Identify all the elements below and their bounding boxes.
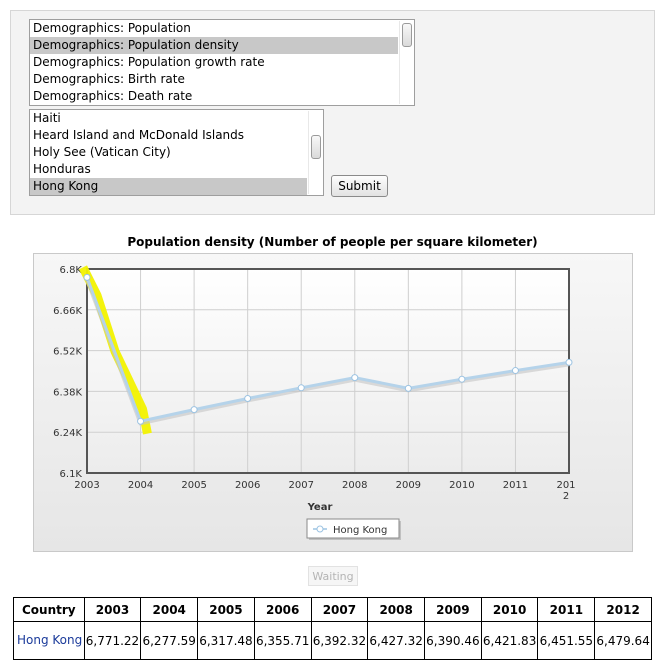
country-option[interactable]: Holy See (Vatican City)	[33, 145, 171, 159]
waiting-button: Waiting	[308, 566, 358, 586]
data-table: Country 2003 2004 2005 2006 2007 2008 2009 2010 2…	[13, 597, 652, 660]
x-axis-label: Year	[307, 502, 333, 513]
value-cell: 6,317.48	[197, 621, 255, 660]
value-cell: 6,390.46	[424, 621, 482, 660]
year-column-header: 2006	[253, 597, 312, 622]
indicator-listbox[interactable]: Demographics: Population Demographics: Po…	[29, 19, 415, 106]
data-point	[404, 384, 412, 392]
value-cell: 6,451.55	[537, 621, 596, 660]
x-tick-label: 2004	[128, 480, 153, 491]
legend-label: Hong Kong	[333, 525, 387, 536]
plot-border	[86, 268, 570, 474]
submit-button[interactable]: Submit	[331, 175, 388, 197]
series-shadow	[85, 278, 570, 426]
country-option[interactable]: Heard Island and McDonald Islands	[33, 128, 245, 142]
data-point	[458, 375, 466, 383]
indicator-option[interactable]: Demographics: Population	[33, 21, 191, 35]
x-tick-label: 2009	[396, 480, 421, 491]
y-tick-label: 6.24K	[53, 428, 82, 439]
plot-area	[87, 269, 569, 473]
year-column-header: 2008	[367, 597, 426, 622]
year-column-header: 2010	[480, 597, 539, 622]
x-tick-label: 2006	[235, 480, 260, 491]
data-point	[297, 384, 305, 392]
series-line	[85, 276, 570, 423]
value-cell: 6,771.22	[83, 621, 142, 660]
value-cell: 6,427.32	[367, 621, 426, 660]
year-column-header: 2009	[424, 597, 482, 622]
indicator-option[interactable]: Demographics: Population density	[30, 37, 398, 54]
y-tick-label: 6.52K	[53, 347, 82, 358]
value-cell: 6,355.71	[253, 621, 312, 660]
country-option[interactable]: Honduras	[33, 162, 91, 176]
country-scrollbar[interactable]	[308, 111, 322, 194]
indicator-options: Demographics: Population Demographics: Po…	[30, 20, 414, 105]
value-cell: 6,277.59	[140, 621, 199, 660]
indicator-option[interactable]: Demographics: Population growth rate	[33, 55, 265, 69]
country-cell[interactable]: Hong Kong	[13, 621, 85, 660]
indicator-scroll-thumb[interactable]	[402, 23, 412, 47]
x-tick-label: 201	[556, 480, 575, 491]
x-tick-label-wrap: 2	[563, 491, 569, 502]
chart-title: Population density (Number of people per…	[127, 235, 538, 249]
value-cell: 6,392.32	[310, 621, 369, 660]
table-row: Hong Kong 6,771.22 6,277.59 6,317.48 6,355.7…	[13, 621, 652, 660]
x-tick-label: 2010	[449, 480, 474, 491]
year-column-header: 2005	[197, 597, 255, 622]
country-listbox[interactable]: Haiti Heard Island and McDonald Islands Ho…	[29, 109, 324, 196]
y-tick-label: 6.66K	[53, 306, 82, 317]
indicator-option[interactable]: Demographics: Birth rate	[33, 72, 185, 86]
data-point	[351, 374, 359, 382]
legend-box	[306, 518, 400, 539]
country-option[interactable]: Haiti	[33, 111, 61, 125]
table-header-row: Country 2003 2004 2005 2006 2007 2008 2009 2010 2…	[13, 597, 652, 622]
year-column-header: 2003	[83, 597, 142, 622]
country-option[interactable]: Hong Kong	[30, 178, 307, 195]
data-point	[190, 406, 198, 414]
year-column-header: 2007	[310, 597, 369, 622]
data-point	[244, 394, 252, 402]
x-tick-label: 2011	[503, 480, 528, 491]
year-column-header: 2011	[537, 597, 596, 622]
year-column-header: 2012	[594, 597, 652, 622]
year-column-header: 2004	[140, 597, 199, 622]
data-point	[565, 358, 573, 366]
x-tick-label: 2007	[288, 480, 313, 491]
population-density-chart: 6.1K 6.24K 6.38K 6.52K 6.66K 6.8K 2003 2004 2005…	[53, 265, 576, 540]
y-tick-label: 6.38K	[53, 387, 82, 398]
country-column-header: Country	[13, 597, 85, 622]
value-cell: 6,421.83	[480, 621, 539, 660]
data-point	[83, 273, 91, 281]
country-scroll-thumb[interactable]	[311, 135, 321, 159]
x-tick-label: 2005	[181, 480, 206, 491]
value-cell: 6,479.64	[594, 621, 652, 660]
y-tick-label: 6.1K	[60, 469, 83, 480]
indicator-option[interactable]: Demographics: Death rate	[33, 89, 193, 103]
legend-marker	[316, 525, 324, 533]
indicator-scrollbar[interactable]	[399, 21, 413, 104]
x-tick-label: 2008	[342, 480, 367, 491]
query-panel: Demographics: Population Demographics: Po…	[10, 10, 655, 215]
data-point	[137, 417, 145, 425]
table-body: Hong Kong 6,771.22 6,277.59 6,317.48 6,355.7…	[13, 621, 652, 660]
data-point	[511, 367, 519, 375]
y-tick-label: 6.8K	[60, 265, 83, 276]
x-tick-label: 2003	[74, 480, 99, 491]
country-options: Haiti Heard Island and McDonald Islands Ho…	[30, 110, 323, 195]
chart-container: 6.1K 6.24K 6.38K 6.52K 6.66K 6.8K 2003 2004 2005…	[33, 253, 633, 552]
